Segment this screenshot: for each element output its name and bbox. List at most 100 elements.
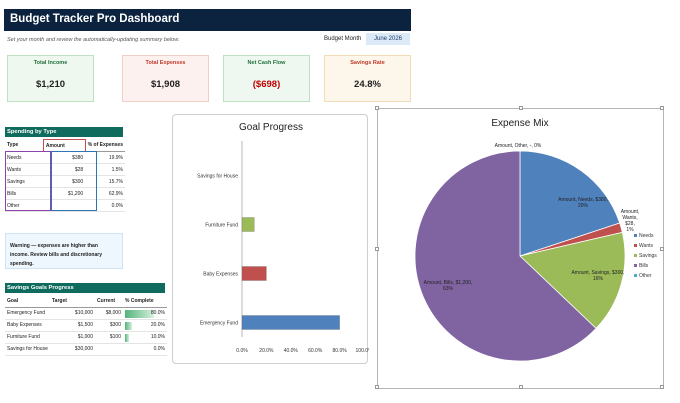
cell-type[interactable]: Needs xyxy=(5,151,44,164)
resize-handle-right[interactable] xyxy=(660,247,664,251)
cell-percent-complete[interactable]: 0.0% xyxy=(123,343,167,356)
cell-percent[interactable]: 62.9% xyxy=(85,187,125,200)
cell-target[interactable]: $10,000 xyxy=(50,307,95,320)
resize-handle-bottom[interactable] xyxy=(519,385,523,389)
cell-current[interactable]: $300 xyxy=(95,319,123,332)
cell-percent[interactable]: 0.0% xyxy=(85,199,125,212)
selection-range-type xyxy=(5,151,51,211)
cell-percent[interactable]: 1.5% xyxy=(85,163,125,176)
table-row: Emergency Fund $10,000 $8,000 80.0% xyxy=(5,307,167,320)
resize-handle-left[interactable] xyxy=(375,247,379,251)
goal-progress-chart[interactable]: Goal Progress Savings for House Furniture … xyxy=(172,114,373,364)
col-header-goal: Goal xyxy=(5,295,50,308)
cell-amount[interactable]: $28 xyxy=(43,163,86,176)
cell-type[interactable]: Savings xyxy=(5,175,44,188)
resize-handle-top[interactable] xyxy=(519,106,523,110)
data-bar xyxy=(125,321,133,330)
kpi-net-cash-flow: Net Cash Flow ($698) xyxy=(223,55,310,102)
data-label: Amount, Needs, $380, 20% xyxy=(558,197,608,209)
goals-section-title: Savings Goals Progress xyxy=(5,283,165,293)
kpi-label: Total Expenses xyxy=(145,60,186,66)
legend-swatch xyxy=(634,254,637,257)
cell-percent[interactable]: 19.9% xyxy=(85,151,125,164)
pie-slice xyxy=(414,150,597,362)
resize-handle-bottom-left[interactable] xyxy=(375,385,379,389)
legend-entry: Bills xyxy=(639,263,649,269)
table-header-row: Type Amount % of Expenses xyxy=(5,139,125,152)
cell-type[interactable]: Bills xyxy=(5,187,44,200)
cell-percent-complete[interactable]: 10.0% xyxy=(123,331,167,344)
cell-amount[interactable]: $300 xyxy=(43,175,86,188)
col-header-complete: % Complete xyxy=(123,295,167,308)
cell-percent[interactable]: 15.7% xyxy=(85,175,125,188)
table-header-row: Goal Target Current % Complete xyxy=(5,295,167,308)
cell-current[interactable] xyxy=(95,343,123,356)
data-bar xyxy=(125,333,129,342)
bar xyxy=(241,217,255,232)
resize-handle-top-right[interactable] xyxy=(660,106,664,110)
legend-entry: Needs xyxy=(639,233,654,239)
data-label: Amount, Wants, $28, 1% xyxy=(621,209,640,233)
data-label: Amount, Savings, $300, 16% xyxy=(571,270,624,282)
kpi-value: $1,908 xyxy=(150,79,181,90)
legend-swatch xyxy=(634,274,637,277)
kpi-value: 24.8% xyxy=(354,79,381,90)
percent-text: 20.0% xyxy=(150,322,165,328)
cell-target[interactable]: $30,000 xyxy=(50,343,95,356)
kpi-label: Total Income xyxy=(33,60,68,66)
pie-slice xyxy=(519,150,621,257)
cell-target[interactable]: $1,500 xyxy=(50,319,95,332)
kpi-total-expenses: Total Expenses $1,908 xyxy=(122,55,209,102)
legend-swatch xyxy=(634,244,637,247)
cell-goal[interactable]: Emergency Fund xyxy=(5,307,50,320)
x-tick-label: 40.0% xyxy=(284,348,299,354)
cell-type[interactable]: Other xyxy=(5,199,44,212)
cell-goal[interactable]: Furniture Fund xyxy=(5,331,50,344)
expense-mix-svg: Expense Mix Amount, Needs, $380, 20% Amount… xyxy=(414,118,657,362)
cell-current[interactable]: $8,000 xyxy=(95,307,123,320)
table-row: Savings $300 15.7% xyxy=(5,175,125,188)
cell-percent-complete[interactable]: 20.0% xyxy=(123,319,167,332)
chart-title: Expense Mix xyxy=(491,118,548,129)
col-header-percent: % of Expenses xyxy=(85,139,125,152)
table-row: Needs $380 19.9% xyxy=(5,151,125,164)
cell-amount[interactable]: $1,200 xyxy=(43,187,86,200)
expense-mix-chart[interactable]: Expense Mix Amount, Needs, $380, 20% Amount… xyxy=(375,106,664,389)
resize-handle-bottom-right[interactable] xyxy=(660,385,664,389)
cell-amount[interactable]: $380 xyxy=(43,151,86,164)
bar xyxy=(241,315,340,330)
percent-text: 0.0% xyxy=(153,346,165,352)
col-header-amount[interactable]: Amount xyxy=(42,139,86,152)
data-label: Amount, Bills, $1,200, 63% xyxy=(424,280,473,292)
selection-range-amount xyxy=(51,151,97,211)
resize-handle-top-left[interactable] xyxy=(375,106,379,110)
chart-title: Goal Progress xyxy=(239,122,303,133)
kpi-value: $1,210 xyxy=(35,79,66,90)
goals-table: Goal Target Current % Complete Emergency… xyxy=(5,295,167,356)
y-tick-label: Baby Expenses xyxy=(203,272,238,278)
table-row: Other 0.0% xyxy=(5,199,125,212)
pie-slice xyxy=(519,231,626,329)
kpi-total-income: Total Income $1,210 xyxy=(7,55,94,102)
dashboard-subtitle: Set your month and review the automatica… xyxy=(7,37,180,43)
spending-section-title: Spending by Type xyxy=(5,127,123,137)
kpi-label: Net Cash Flow xyxy=(247,60,286,66)
cell-type[interactable]: Wants xyxy=(5,163,44,176)
cell-target[interactable]: $1,000 xyxy=(50,331,95,344)
cell-percent-complete[interactable]: 80.0% xyxy=(123,307,167,320)
table-row: Furniture Fund $1,000 $100 10.0% xyxy=(5,331,167,344)
kpi-label: Savings Rate xyxy=(350,60,385,66)
budget-month-label: Budget Month xyxy=(324,36,362,42)
cell-goal[interactable]: Savings for House xyxy=(5,343,50,356)
table-row: Baby Expenses $1,500 $300 20.0% xyxy=(5,319,167,332)
spending-table: Type Amount % of Expenses Needs $380 19.9%… xyxy=(5,139,125,212)
table-row: Wants $28 1.5% xyxy=(5,163,125,176)
budget-month-input[interactable]: June 2026 xyxy=(366,33,410,45)
y-tick-label: Savings for House xyxy=(197,174,238,180)
x-tick-label: 80.0% xyxy=(333,348,348,354)
cell-goal[interactable]: Baby Expenses xyxy=(5,319,50,332)
kpi-value: ($698) xyxy=(252,79,281,90)
cell-current[interactable]: $100 xyxy=(95,331,123,344)
cell-amount[interactable] xyxy=(43,199,86,212)
table-row: Savings for House $30,000 0.0% xyxy=(5,343,167,356)
